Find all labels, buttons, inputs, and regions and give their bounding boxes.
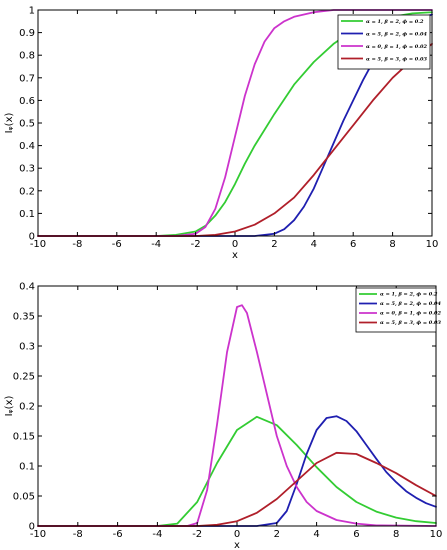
y-tick-label: 0.5 <box>19 119 35 130</box>
series-line-3 <box>37 304 437 527</box>
series-line-4 <box>37 451 437 527</box>
x-axis-label: x <box>232 250 238 261</box>
y-tick-label: 0 <box>29 522 35 533</box>
x-tick-label: 0 <box>234 529 240 540</box>
legend-label-4: α = 5, β = 3, ϕ = 0.03 <box>366 56 428 62</box>
series-line-1 <box>37 415 437 527</box>
legend-label-3: α = 0, β = 1, ϕ = 0.02 <box>380 311 442 317</box>
x-tick-label: -6 <box>112 239 122 250</box>
y-tick-label: 1 <box>29 6 35 17</box>
x-tick-label: -10 <box>30 239 46 250</box>
y-tick-label: 0.4 <box>19 141 35 152</box>
y-tick-label: 0.8 <box>19 51 35 62</box>
y-axis-label: Iᵩ(x) <box>4 112 15 133</box>
x-tick-label: -8 <box>72 239 82 250</box>
x-tick-label: 8 <box>389 239 395 250</box>
series-line-2 <box>37 415 437 527</box>
legend-box <box>337 14 431 70</box>
y-tick-label: 0.6 <box>19 96 35 107</box>
y-tick-label: 0.25 <box>13 372 35 383</box>
x-tick-label: 10 <box>426 239 439 250</box>
legend-label-3: α = 0, β = 1, ϕ = 0.02 <box>366 44 428 50</box>
legend-label-2: α = 5, β = 2, ϕ = 0.04 <box>366 31 428 37</box>
x-tick-label: 2 <box>274 529 280 540</box>
legend: α = 1, β = 2, ϕ = 0.2 α = 5, β = 2, ϕ = 0… <box>337 14 431 70</box>
x-tick-label: -2 <box>191 239 201 250</box>
y-tick-label: 0.05 <box>13 492 35 503</box>
x-tick-label: 4 <box>313 529 319 540</box>
y-tick-label: 0.35 <box>13 312 35 323</box>
x-tick-label: 4 <box>311 239 317 250</box>
x-tick-label: 8 <box>393 529 399 540</box>
x-tick-label: -10 <box>30 529 46 540</box>
y-tick-label: 0.3 <box>19 342 35 353</box>
y-tick-label: 0 <box>29 232 35 243</box>
legend-label-1: α = 1, β = 2, ϕ = 0.2 <box>380 292 438 298</box>
y-tick-label: 0.2 <box>19 186 35 197</box>
legend: α = 1, β = 2, ϕ = 0.2 α = 5, β = 2, ϕ = 0… <box>355 287 442 333</box>
y-axis-label: Iᵩ(x) <box>4 395 15 416</box>
y-tick-label: 0.9 <box>19 28 35 39</box>
x-tick-label: 2 <box>271 239 277 250</box>
y-tick-label: 0.4 <box>19 282 35 293</box>
y-tick-label: 0.7 <box>19 73 35 84</box>
x-tick-label: -2 <box>192 529 202 540</box>
legend-box <box>355 287 437 333</box>
series-line-4 <box>37 43 433 237</box>
y-tick-label: 0.1 <box>19 462 35 473</box>
x-tick-label: -4 <box>151 239 161 250</box>
x-tick-label: 0 <box>232 239 238 250</box>
x-tick-label: 6 <box>353 529 359 540</box>
legend-label-2: α = 5, β = 2, ϕ = 0.04 <box>380 301 442 307</box>
series-line-3 <box>37 9 433 237</box>
x-tick-label: -4 <box>152 529 162 540</box>
y-tick-label: 0.2 <box>19 402 35 413</box>
legend-label-1: α = 1, β = 2, ϕ = 0.2 <box>366 19 424 25</box>
x-tick-label: 6 <box>350 239 356 250</box>
x-axis-label: x <box>234 540 240 550</box>
x-tick-label: -8 <box>73 529 83 540</box>
y-tick-label: 0.15 <box>13 432 35 443</box>
x-tick-label: -6 <box>113 529 123 540</box>
y-tick-label: 0.1 <box>19 209 35 220</box>
legend-label-4: α = 5, β = 3, ϕ = 0.03 <box>380 320 442 326</box>
x-tick-label: 10 <box>430 529 443 540</box>
pdf-chart: -10 -8 -6 -4 -2 0 2 4 6 8 10 0 0.05 0.1 0.15 0.2 0.25 0.3… <box>4 282 443 550</box>
y-tick-label: 0.3 <box>19 164 35 175</box>
cdf-chart: -10 -8 -6 -4 -2 0 2 4 6 8 10 0 0.1 0.2 0.3 0.4 0.5 0.6 0.7… <box>4 6 439 262</box>
